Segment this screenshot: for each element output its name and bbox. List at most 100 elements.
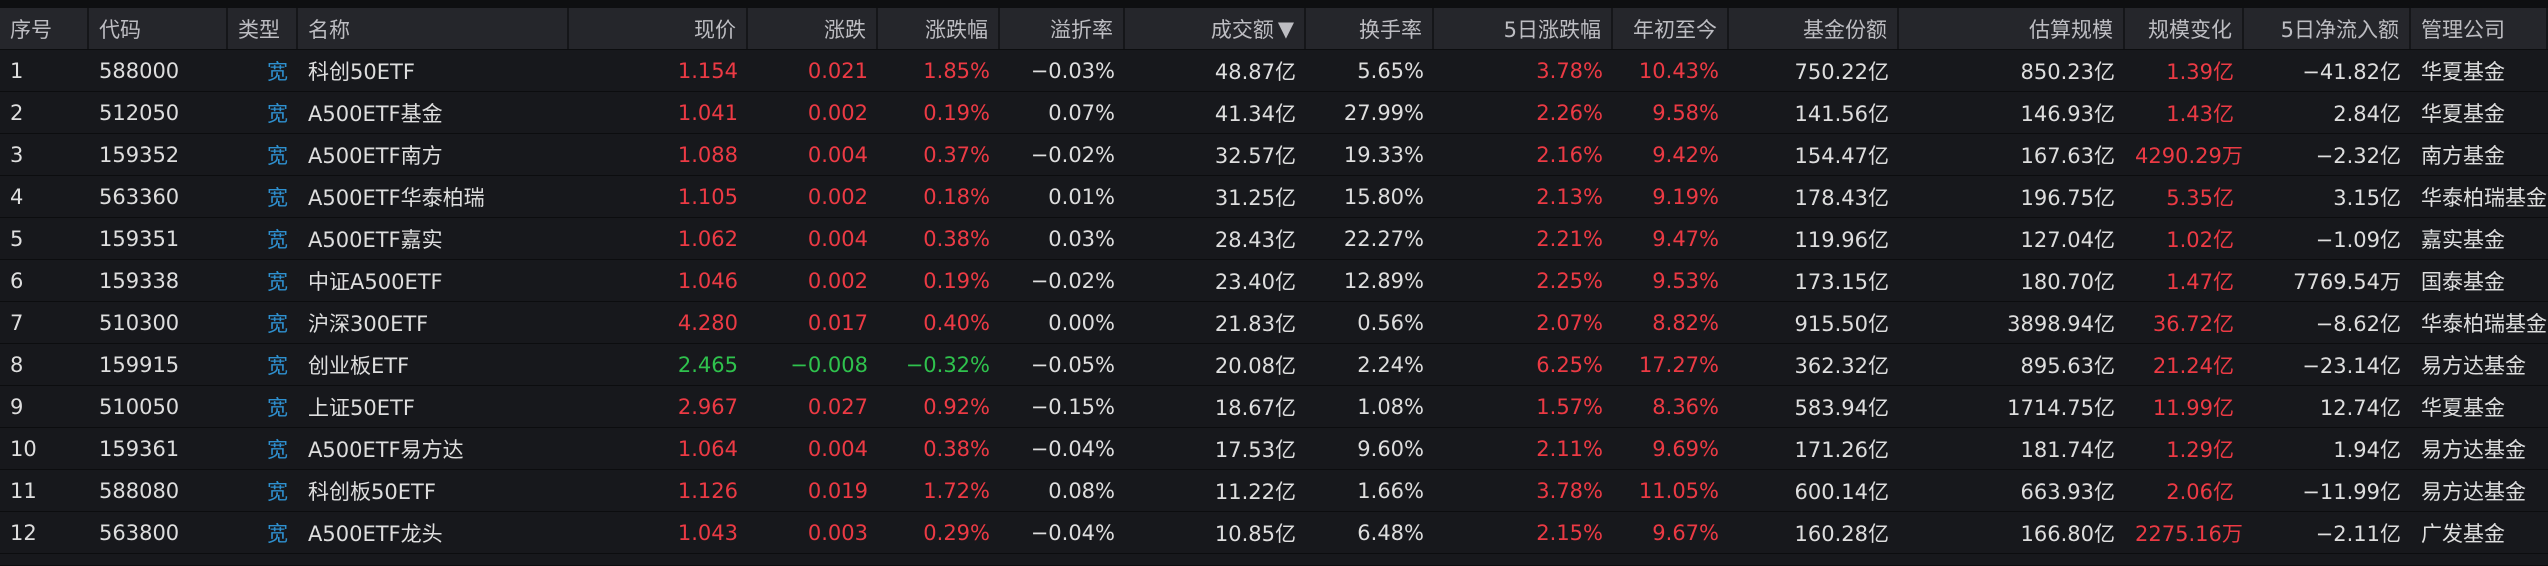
cell-name: 科创50ETF [308,59,415,84]
cell-price: 4.280 [677,310,738,335]
cell-type: 宽 [267,101,288,126]
table-row[interactable]: 6 159338 宽中证A500ETF 1.046 0.002 0.19% −0.02% 23… [0,260,2548,302]
cell-type: 宽 [267,437,288,462]
cell-d5: 3.78% [1536,58,1603,83]
cell-ytd: 8.82% [1652,310,1719,335]
cell-d5: 2.21% [1536,226,1603,251]
cell-flow5: −2.32亿 [2315,143,2401,168]
column-header-ytd[interactable]: 年初至今 [1613,8,1729,49]
column-header-code[interactable]: 代码 [89,8,228,49]
cell-flow5: −1.09亿 [2315,227,2401,252]
cell-ytd: 9.47% [1652,226,1719,251]
cell-chg: 0.002 [807,100,868,125]
column-header-type[interactable]: 类型 [228,8,298,49]
cell-pct: 0.40% [923,310,990,335]
cell-name: A500ETF龙头 [308,521,443,546]
cell-turnrate: 19.33% [1343,142,1424,167]
column-header-price[interactable]: 现价 [569,8,748,49]
table-row[interactable]: 3 159352 宽 A500ETF南方 1.088 0.004 0.37% −0.02% 32… [0,134,2548,176]
column-header-pct[interactable]: 涨跌幅 [878,8,1000,49]
cell-shares: 600.14亿 [1794,479,1889,504]
column-header-name[interactable]: 名称 [298,8,569,49]
column-header-label: 管理公司 [2421,17,2505,42]
column-header-aum[interactable]: 估算规模 [1899,8,2125,49]
cell-pct: 0.29% [923,520,990,545]
cell-mgr: 华夏基金 [2421,395,2505,420]
cell-name: A500ETF易方达 [308,437,464,462]
column-header-mgr[interactable]: 管理公司 [2411,8,2548,49]
cell-no: 1 [10,58,24,83]
cell-code: 510050 [99,394,180,419]
cell-aumchg: 2.06亿 [2166,479,2234,504]
cell-d5: 2.16% [1536,142,1603,167]
cell-name: A500ETF南方 [308,143,443,168]
table-row[interactable]: 12 563800 宽 A500ETF龙头 1.043 0.003 0.29% −0.04% 1… [0,512,2548,554]
column-header-turnover[interactable]: 成交额 ▼ [1125,8,1306,49]
cell-price: 1.064 [677,436,738,461]
cell-turnover: 32.57亿 [1214,143,1296,168]
cell-pct: 0.19% [923,268,990,293]
cell-aumchg: 5.35亿 [2166,185,2234,210]
cell-shares: 119.96亿 [1794,227,1889,252]
cell-shares: 154.47亿 [1794,143,1889,168]
cell-turnover: 23.40亿 [1214,269,1296,294]
table-row[interactable]: 4 563360 宽 A500ETF华泰柏瑞 1.105 0.002 0.18% 0.01% 3… [0,176,2548,218]
cell-shares: 362.32亿 [1794,353,1889,378]
column-header-turnrate[interactable]: 换手率 [1306,8,1434,49]
table-row[interactable]: 5 159351 宽 A500ETF嘉实 1.062 0.004 0.38% 0.03% 28.… [0,218,2548,260]
cell-pct: −0.32% [905,352,990,377]
cell-turnrate: 9.60% [1357,436,1424,461]
column-header-no[interactable]: 序号 [0,8,89,49]
cell-mgr: 华泰柏瑞基金 [2421,185,2547,210]
table-row[interactable]: 8 159915 宽创业板ETF 2.465 −0.008 −0.32% −0.05% 20.… [0,344,2548,386]
cell-name: 中证A500ETF [308,269,443,294]
cell-name: 创业板ETF [308,353,410,378]
table-row[interactable]: 7 510300 宽沪深300ETF 4.280 0.017 0.40% 0.00% 21.8… [0,302,2548,344]
cell-mgr: 华夏基金 [2421,101,2505,126]
cell-code: 588000 [99,58,180,83]
cell-mgr: 嘉实基金 [2421,227,2505,252]
cell-turnrate: 1.66% [1357,478,1424,503]
cell-type: 宽 [267,521,288,546]
table-row[interactable]: 10 159361 宽 A500ETF易方达 1.064 0.004 0.38% −0.04%… [0,428,2548,470]
cell-aumchg: 4290.29万 [2135,143,2243,168]
cell-turnover: 41.34亿 [1214,101,1296,126]
cell-aumchg: 1.43亿 [2166,101,2234,126]
cell-code: 159351 [99,226,180,251]
column-header-label: 估算规模 [2029,17,2113,42]
column-header-label: 涨跌幅 [925,17,988,42]
column-header-aumchg[interactable]: 规模变化 [2125,8,2244,49]
cell-type: 宽 [267,479,288,504]
cell-shares: 178.43亿 [1794,185,1889,210]
cell-code: 159361 [99,436,180,461]
column-header-flow5[interactable]: 5日净流入额 [2244,8,2411,49]
column-header-premium[interactable]: 溢折率 [1000,8,1125,49]
cell-d5: 2.26% [1536,100,1603,125]
cell-price: 1.062 [677,226,738,251]
cell-d5: 2.07% [1536,310,1603,335]
table-row[interactable]: 11 588080 宽科创板50ETF 1.126 0.019 1.72% 0.08% 11.… [0,470,2548,512]
table-row[interactable]: 1 588000 宽科创50ETF 1.154 0.021 1.85% −0.03% 48.8… [0,50,2548,92]
cell-no: 6 [10,268,24,293]
column-header-chg[interactable]: 涨跌 [748,8,878,49]
cell-d5: 3.78% [1536,478,1603,503]
cell-mgr: 国泰基金 [2421,269,2505,294]
column-header-label: 类型 [238,17,280,42]
cell-turnrate: 12.89% [1343,268,1424,293]
cell-flow5: 7769.54万 [2293,269,2401,294]
cell-aum: 181.74亿 [2020,437,2115,462]
cell-premium: 0.03% [1048,226,1115,251]
cell-flow5: −23.14亿 [2302,353,2401,378]
cell-pct: 1.72% [923,478,990,503]
column-header-shares[interactable]: 基金份额 [1729,8,1899,49]
cell-flow5: −11.99亿 [2302,479,2401,504]
cell-code: 512050 [99,100,180,125]
cell-chg: 0.027 [807,394,868,419]
table-row[interactable]: 9 510050 宽上证50ETF 2.967 0.027 0.92% −0.15% 18.6… [0,386,2548,428]
column-header-d5[interactable]: 5日涨跌幅 [1434,8,1613,49]
table-row[interactable]: 2 512050 宽 A500ETF基金 1.041 0.002 0.19% 0.07% 41.… [0,92,2548,134]
column-header-label: 规模变化 [2148,17,2232,42]
column-header-label: 溢折率 [1050,17,1113,42]
cell-d5: 1.57% [1536,394,1603,419]
cell-premium: −0.15% [1030,394,1115,419]
